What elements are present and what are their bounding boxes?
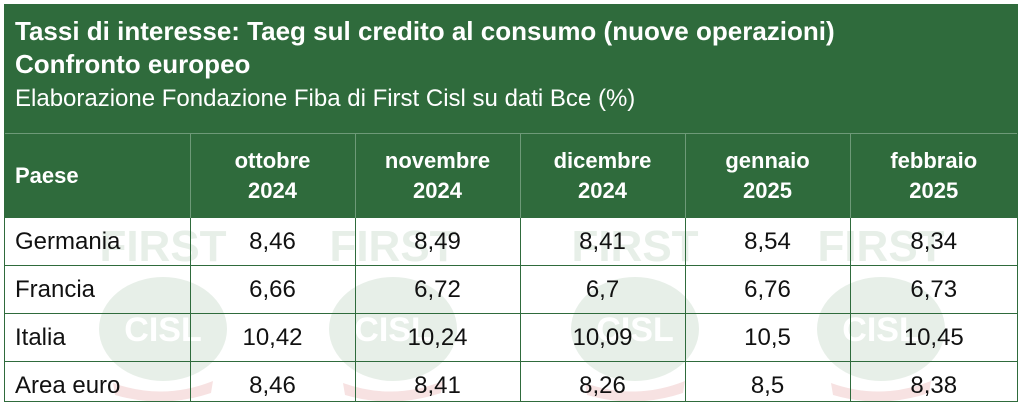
country-cell: Germania [5,218,191,266]
value-cell: 10,45 [850,313,1017,362]
country-cell: Francia [5,265,191,314]
column-header-month: febbraio [890,148,978,173]
column-header-month: gennaio [725,148,810,173]
value-cell: 6,73 [850,265,1017,314]
table-row-germania: Germania 8,46 8,49 8,41 8,54 8,34 [5,218,1017,266]
table-subtitle: Elaborazione Fondazione Fiba di First Ci… [15,85,636,112]
table-title-line-1: Tassi di interesse: Taeg sul credito al … [15,16,835,46]
column-header-ottobre-2024: ottobre 2024 [190,133,356,218]
column-header-year: 2025 [909,178,959,203]
country-cell: Area euro [5,361,191,401]
country-cell: Italia [5,313,191,362]
value-cell: 8,5 [685,361,851,401]
column-header-novembre-2024: novembre 2024 [355,133,521,218]
column-header-month: ottobre [234,148,311,173]
value-cell: 10,09 [520,313,686,362]
value-cell: 8,41 [520,218,686,266]
column-header-febbraio-2025: febbraio 2025 [850,133,1017,218]
table-title-block: Tassi di interesse: Taeg sul credito al … [5,5,1017,133]
value-cell: 8,34 [850,218,1017,266]
rates-table: Paese ottobre 2024 novembre 2024 dicembr… [5,133,1017,401]
column-header-dicembre-2024: dicembre 2024 [520,133,686,218]
value-cell: 6,7 [520,265,686,314]
column-header-label: Paese [15,163,79,188]
value-cell: 8,54 [685,218,851,266]
value-cell: 10,5 [685,313,851,362]
value-cell: 8,38 [910,371,958,399]
value-cell: 10,24 [355,313,521,362]
value-cell: 6,66 [190,265,356,314]
column-header-year: 2025 [743,178,792,203]
value-cell: 6,72 [355,265,521,314]
table-header-row: Paese ottobre 2024 novembre 2024 dicembr… [5,133,1017,218]
value-cell: 8,46 [190,361,356,401]
table-title-line-2: Confronto europeo [15,49,251,79]
table-frame: FIRST CISL FIRST CISL FIRST CISL FIRST C… [4,4,1018,402]
column-header-year: 2024 [248,178,297,203]
value-cell: 6,76 [685,265,851,314]
table-row-area-euro: Area euro 8,46 8,41 8,26 8,5 8,38 [5,361,1017,401]
column-header-year: 2024 [413,178,462,203]
table-row-francia: Francia 6,66 6,72 6,7 6,76 6,73 [5,265,1017,314]
value-cell: 8,41 [355,361,521,401]
value-cell: 8,26 [520,361,686,401]
table-row-italia: Italia 10,42 10,24 10,09 10,5 10,45 [5,313,1017,362]
column-header-month: dicembre [553,148,652,173]
column-header-month: novembre [384,148,491,173]
value-cell: 10,42 [190,313,356,362]
column-header-paese: Paese [5,133,191,218]
column-header-gennaio-2025: gennaio 2025 [685,133,851,218]
column-header-year: 2024 [578,178,627,203]
value-cell: 8,46 [190,218,356,266]
value-cell: 8,49 [355,218,521,266]
